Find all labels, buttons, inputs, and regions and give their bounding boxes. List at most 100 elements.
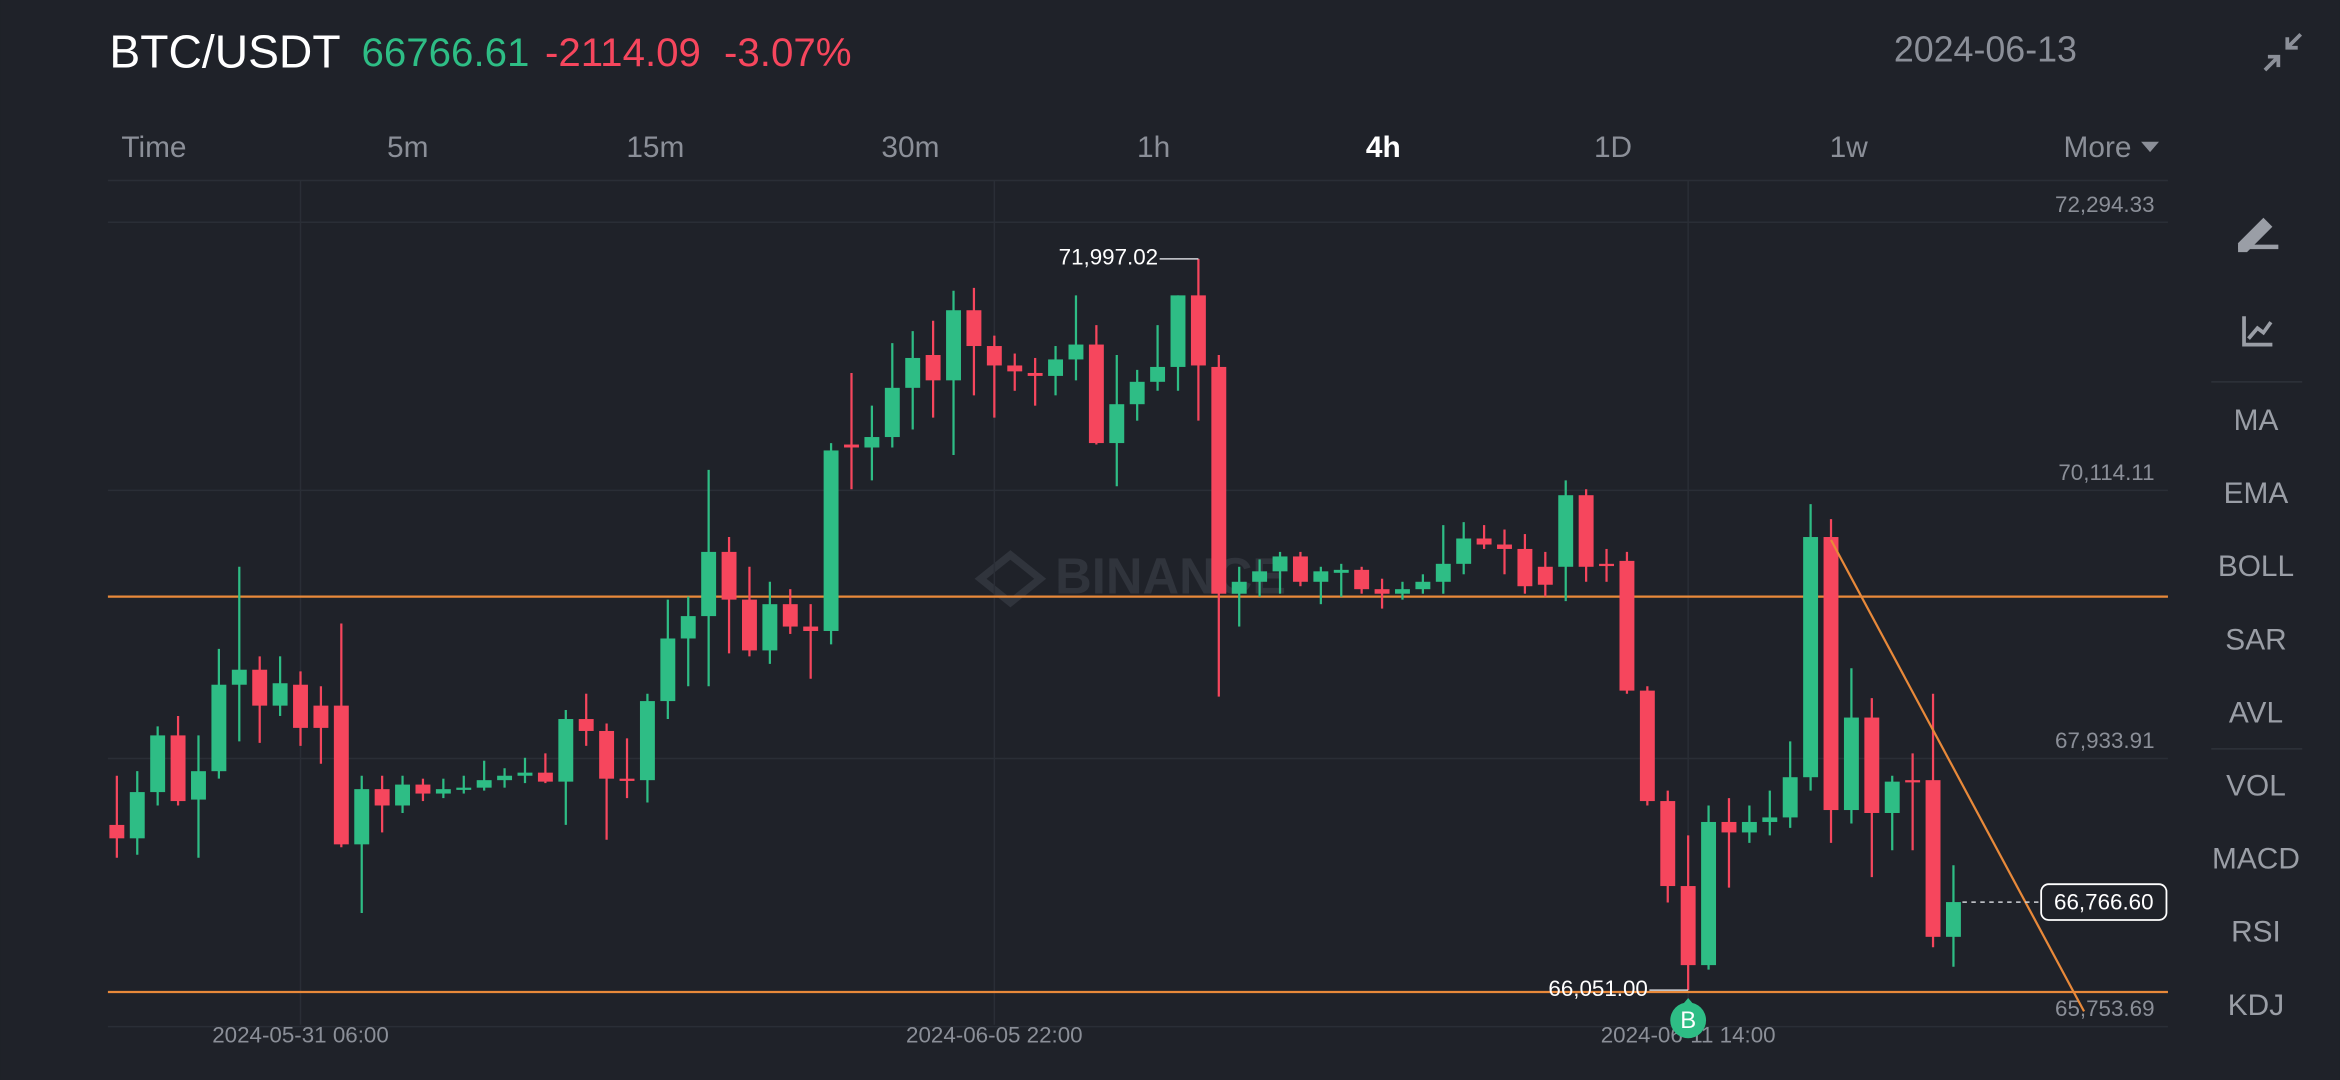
candle-body <box>701 551 717 617</box>
candle-body <box>1639 690 1655 802</box>
candle-body <box>1211 366 1227 594</box>
candle-body <box>1558 495 1574 567</box>
candle-body <box>1374 589 1390 594</box>
timeframe-tab[interactable]: More <box>2064 131 2132 164</box>
timeframe-tab[interactable]: 4h <box>1366 131 1401 164</box>
candle-body <box>1803 537 1819 778</box>
y-tick-label: 65,753.69 <box>2055 996 2154 1021</box>
candle-body <box>517 772 533 776</box>
indicator-button[interactable]: AVL <box>2229 696 2283 729</box>
candle-body <box>395 784 411 806</box>
candle-body <box>1864 717 1880 813</box>
candle-body <box>1925 780 1941 937</box>
timeframe-tab[interactable]: Time <box>121 131 186 164</box>
indicator-button[interactable]: EMA <box>2224 477 2289 510</box>
candle-body <box>1129 381 1145 405</box>
candle-body <box>415 784 431 794</box>
candle-body <box>1599 563 1614 567</box>
candle-body <box>129 792 145 839</box>
candle-body <box>1680 886 1696 966</box>
y-tick-label: 67,933.91 <box>2055 728 2154 753</box>
candle-body <box>333 705 349 845</box>
candle-body <box>293 684 308 728</box>
timeframe-tab[interactable]: 1h <box>1137 131 1170 164</box>
candle-body <box>1660 801 1676 887</box>
change: -2114.09 <box>545 30 701 75</box>
candle-body <box>1741 821 1757 833</box>
candle-body <box>1190 295 1206 366</box>
collapse-icon[interactable] <box>2263 32 2303 72</box>
candle-body <box>272 683 288 706</box>
timeframe-tab[interactable]: 15m <box>626 131 684 164</box>
candle-body <box>946 310 961 381</box>
pencil <box>2238 217 2273 253</box>
indicator-button[interactable]: MA <box>2234 404 2279 437</box>
candle-body <box>497 775 513 781</box>
candle-body <box>1721 821 1737 833</box>
candle-body <box>1537 566 1553 585</box>
candle-body <box>1109 404 1125 444</box>
candle-body <box>313 705 329 728</box>
x-tick-label: 2024-06-05 22:00 <box>906 1023 1083 1048</box>
timeframe-tab[interactable]: 1D <box>1594 131 1632 164</box>
x-tick-label: 2024-05-31 06:00 <box>212 1023 389 1048</box>
candle-body <box>231 669 247 685</box>
candle-body <box>1170 295 1186 367</box>
candle-body <box>599 730 615 779</box>
symbol: BTC/USDT <box>109 25 340 77</box>
candle-body <box>660 638 676 702</box>
candle-body <box>1578 495 1594 567</box>
candle-body <box>680 616 696 639</box>
candle-body <box>1252 571 1268 582</box>
candle-body <box>1435 563 1451 582</box>
candle-body <box>782 604 798 627</box>
candle-body <box>639 701 655 781</box>
low-label: 66,051.00 <box>1548 976 1647 1001</box>
candle-body <box>1619 560 1635 691</box>
arrow <box>2285 32 2303 50</box>
last-price-box <box>2040 883 2168 921</box>
candle-body <box>1762 817 1778 822</box>
candle-body <box>721 551 737 600</box>
high-label: 71,997.02 <box>1059 245 1158 270</box>
candle-body <box>558 719 574 782</box>
candle-body <box>1048 359 1064 376</box>
candle-body <box>170 735 186 802</box>
indicator-button[interactable]: RSI <box>2231 916 2281 949</box>
indicator-button[interactable]: BOLL <box>2218 550 2294 583</box>
candle-body <box>1068 344 1084 360</box>
candle-body <box>1456 538 1472 564</box>
candle-body <box>1905 780 1921 783</box>
candle-body <box>966 310 982 347</box>
candle-body <box>1150 366 1166 382</box>
indicator-icon[interactable] <box>2242 316 2273 347</box>
candle-body <box>905 357 921 388</box>
candle-body <box>150 735 166 793</box>
dropdown-caret <box>2141 141 2160 153</box>
indicator-button[interactable]: VOL <box>2226 769 2286 802</box>
candle-body <box>109 824 125 839</box>
candle-body <box>1292 556 1308 582</box>
candle-body <box>803 626 819 631</box>
candle-body <box>1333 569 1349 573</box>
timeframe-tab[interactable]: 30m <box>881 131 939 164</box>
change-pct: -3.07% <box>724 30 852 75</box>
candle-body <box>986 346 1002 366</box>
indicator-button[interactable]: MACD <box>2212 843 2300 876</box>
candle-body <box>476 780 492 788</box>
trade-marker[interactable] <box>1670 1002 1707 1039</box>
candle-body <box>844 444 859 448</box>
timeframe-tab[interactable]: 5m <box>387 131 428 164</box>
candle-body <box>823 450 839 631</box>
candle-body <box>191 771 206 800</box>
trade-marker-label: B <box>1680 1007 1696 1034</box>
timeframe-tab[interactable]: 1w <box>1830 131 1869 164</box>
y-tick-label: 70,114.11 <box>2058 460 2154 485</box>
candle-body <box>1395 589 1410 594</box>
trend-line <box>1830 539 2086 1012</box>
indicator-button[interactable]: SAR <box>2225 623 2286 656</box>
pencil-icon[interactable] <box>2238 217 2279 253</box>
candle-body <box>1884 781 1900 813</box>
indicator-button[interactable]: KDJ <box>2228 989 2284 1022</box>
candle-body <box>1313 571 1329 582</box>
